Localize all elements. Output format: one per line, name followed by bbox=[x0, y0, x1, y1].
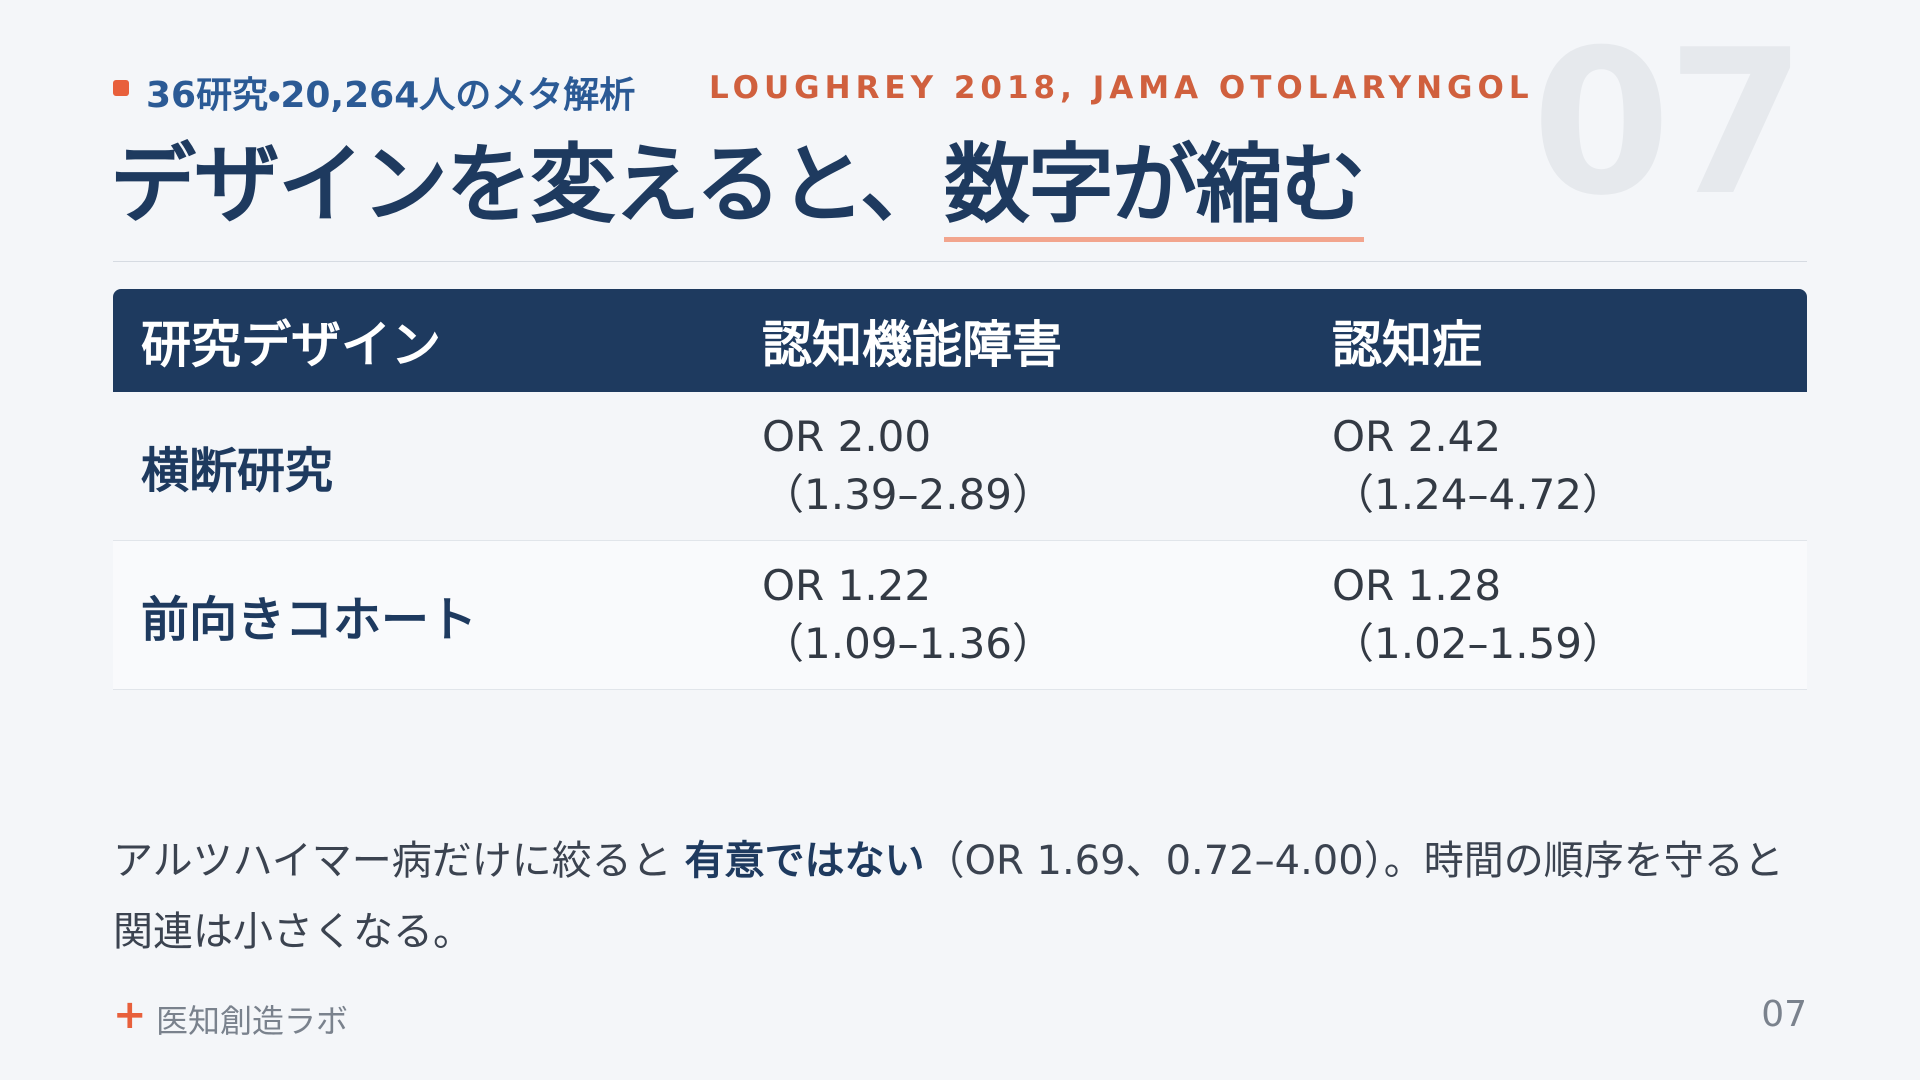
table-row: 前向きコホート OR 1.22 （1.09–1.36） OR 1.28 （1.02–1.… bbox=[113, 541, 1807, 690]
table-cell: OR 1.28 （1.02–1.59） bbox=[1304, 557, 1807, 673]
title-main: デザインを変えると、 bbox=[110, 135, 946, 235]
brand-icon: + bbox=[113, 992, 147, 1038]
odds-ratio: OR 2.00 bbox=[762, 412, 932, 461]
note-rest: （OR 1.69、0.72–4.00）。時間の順序を守ると関連は小さくなる。 bbox=[113, 838, 1784, 955]
odds-ratio: OR 1.22 bbox=[762, 561, 932, 610]
title: デザインを変えると、数字が縮む bbox=[110, 135, 1366, 242]
odds-ratio: OR 1.28 bbox=[1332, 561, 1502, 610]
page-watermark: 07 bbox=[1531, 7, 1806, 240]
citation: LOUGHREY 2018, JAMA OTOLARYNGOL bbox=[709, 70, 1534, 106]
table-row: 横断研究 OR 2.00 （1.39–2.89） OR 2.42 （1.24–4.72） bbox=[113, 392, 1807, 541]
row-label: 前向きコホート bbox=[141, 592, 478, 648]
confidence-interval: （1.02–1.59） bbox=[1332, 619, 1625, 668]
column-header: 認知症 bbox=[1332, 315, 1482, 374]
confidence-interval: （1.39–2.89） bbox=[762, 470, 1055, 519]
table-cell: OR 2.00 （1.39–2.89） bbox=[734, 408, 1304, 524]
row-label: 横断研究 bbox=[141, 443, 334, 499]
table-cell: OR 2.42 （1.24–4.72） bbox=[1304, 408, 1807, 524]
divider bbox=[113, 261, 1807, 262]
odds-ratio: OR 2.42 bbox=[1332, 412, 1502, 461]
column-header: 認知機能障害 bbox=[762, 315, 1062, 374]
table: 研究デザイン 認知機能障害 認知症 横断研究 OR 2.00 （1.39–2.89） OR … bbox=[113, 289, 1807, 690]
brand: 医知創造ラボ bbox=[156, 1002, 349, 1040]
title-emphasis: 数字が縮む bbox=[943, 135, 1366, 242]
note-lead: アルツハイマー病だけに絞ると bbox=[113, 838, 685, 884]
table-cell: OR 1.22 （1.09–1.36） bbox=[734, 557, 1304, 673]
confidence-interval: （1.24–4.72） bbox=[1332, 470, 1625, 519]
table-header: 研究デザイン 認知機能障害 認知症 bbox=[113, 289, 1807, 392]
confidence-interval: （1.09–1.36） bbox=[762, 619, 1055, 668]
column-header: 研究デザイン bbox=[141, 315, 441, 374]
kicker: 36研究・20,264人のメタ解析 bbox=[146, 75, 636, 116]
page-number: 07 bbox=[1761, 994, 1807, 1035]
kicker-marker bbox=[113, 80, 129, 96]
note-emphasis: 有意ではない bbox=[684, 838, 925, 884]
note: アルツハイマー病だけに絞ると 有意ではない（OR 1.69、0.72–4.00）… bbox=[113, 826, 1813, 968]
